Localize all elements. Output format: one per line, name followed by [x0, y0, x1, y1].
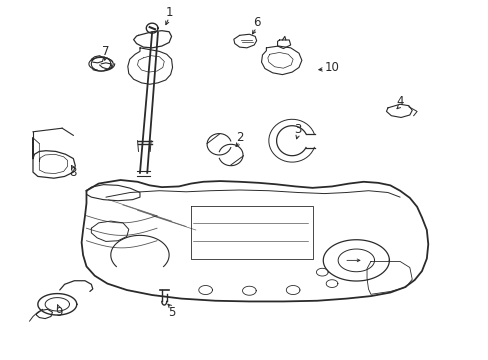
Text: 5: 5 [167, 306, 175, 319]
Text: 10: 10 [324, 61, 339, 74]
Text: 9: 9 [55, 306, 62, 319]
Text: 2: 2 [235, 131, 243, 144]
Text: 7: 7 [102, 45, 109, 58]
Text: 1: 1 [165, 6, 173, 19]
Text: 3: 3 [294, 123, 301, 136]
Text: 4: 4 [396, 95, 403, 108]
Text: 6: 6 [252, 16, 260, 29]
Text: 8: 8 [69, 166, 77, 179]
